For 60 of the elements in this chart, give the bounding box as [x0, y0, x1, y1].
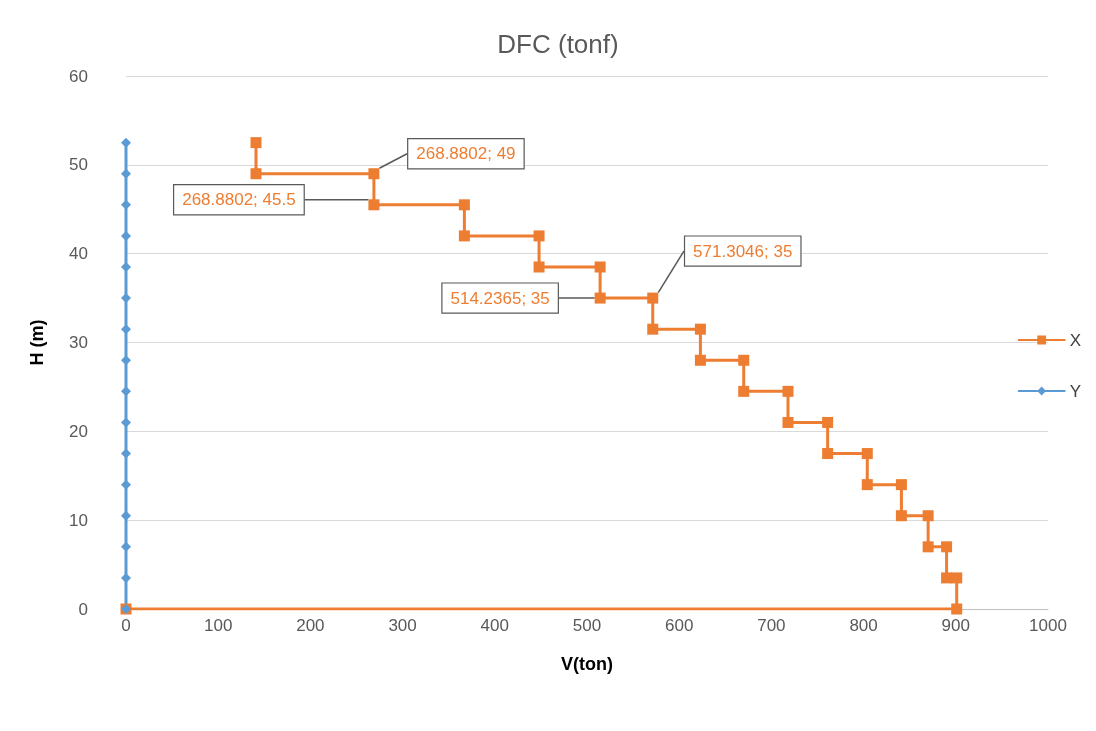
x-tick-label: 900 [941, 616, 970, 635]
point [941, 572, 953, 584]
point [922, 510, 934, 522]
legend-label: X [1069, 330, 1081, 350]
point [368, 168, 380, 180]
point [647, 323, 659, 335]
point [594, 292, 606, 304]
point [782, 385, 794, 397]
y-tick-label: 30 [69, 333, 88, 352]
point [533, 261, 545, 273]
point [941, 541, 953, 553]
point [458, 230, 470, 242]
y-tick-label: 10 [69, 510, 88, 530]
x-tick-label: 400 [480, 616, 509, 635]
y-axis-title: H (m) [27, 319, 47, 366]
point [822, 416, 834, 428]
x-tick-label: 600 [665, 616, 694, 635]
x-tick-label: 500 [572, 616, 602, 635]
x-tick-label: 0 [121, 616, 131, 635]
point [694, 323, 706, 335]
point [951, 603, 963, 615]
point [647, 292, 659, 304]
point [738, 354, 750, 366]
point [250, 168, 262, 180]
data-label: 268.8802; 45.5 [182, 190, 296, 210]
legend-label: Y [1069, 381, 1081, 401]
chart-title: DFC (tonf) [497, 29, 619, 59]
point [121, 417, 131, 428]
x-tick-label: 700 [757, 616, 786, 635]
point [895, 510, 907, 522]
point [694, 354, 706, 366]
point [861, 479, 873, 491]
point [458, 199, 470, 211]
point [782, 416, 794, 428]
point [822, 448, 834, 460]
point [368, 199, 380, 211]
y-tick-label: 20 [69, 421, 88, 441]
point [951, 572, 963, 584]
data-label: 268.8802; 49 [416, 144, 516, 164]
x-tick-label: 800 [849, 616, 878, 635]
data-label: 514.2365; 35 [450, 288, 550, 308]
point [895, 479, 907, 491]
x-tick-label: 200 [296, 616, 325, 635]
point [861, 448, 873, 460]
data-label: 571.3046; 35 [693, 241, 793, 261]
x-tick-label: 100 [204, 616, 233, 635]
x-tick-label: 1000 [1029, 616, 1067, 635]
point [250, 137, 262, 149]
x-tick-label: 300 [388, 616, 417, 635]
x-axis-title: V(ton) [561, 654, 613, 674]
point [594, 261, 606, 273]
y-tick-label: 50 [69, 155, 88, 175]
y-tick-label: 60 [69, 66, 88, 86]
point [121, 448, 131, 459]
point [121, 137, 131, 148]
point [533, 230, 545, 242]
point [922, 541, 934, 553]
y-tick-label: 0 [78, 599, 88, 619]
y-tick-label: 40 [69, 244, 88, 264]
point [738, 385, 750, 397]
